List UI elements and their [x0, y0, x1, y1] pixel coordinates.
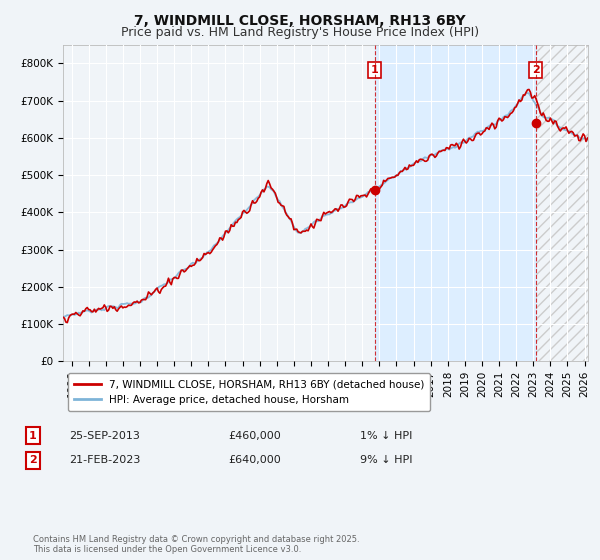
Text: Contains HM Land Registry data © Crown copyright and database right 2025.
This d: Contains HM Land Registry data © Crown c…: [33, 535, 359, 554]
Text: 21-FEB-2023: 21-FEB-2023: [69, 455, 140, 465]
Bar: [536, 45, 588, 361]
Bar: [536, 45, 588, 361]
Text: £460,000: £460,000: [228, 431, 281, 441]
Bar: [375, 45, 536, 361]
Text: 7, WINDMILL CLOSE, HORSHAM, RH13 6BY: 7, WINDMILL CLOSE, HORSHAM, RH13 6BY: [134, 14, 466, 28]
Text: 2: 2: [29, 455, 37, 465]
Text: 9% ↓ HPI: 9% ↓ HPI: [360, 455, 413, 465]
Text: 1% ↓ HPI: 1% ↓ HPI: [360, 431, 412, 441]
Text: Price paid vs. HM Land Registry's House Price Index (HPI): Price paid vs. HM Land Registry's House …: [121, 26, 479, 39]
Text: 1: 1: [29, 431, 37, 441]
Text: 1: 1: [371, 65, 379, 75]
Legend: 7, WINDMILL CLOSE, HORSHAM, RH13 6BY (detached house), HPI: Average price, detac: 7, WINDMILL CLOSE, HORSHAM, RH13 6BY (de…: [68, 373, 430, 411]
Text: 25-SEP-2013: 25-SEP-2013: [69, 431, 140, 441]
Text: £640,000: £640,000: [228, 455, 281, 465]
Text: 2: 2: [532, 65, 539, 75]
